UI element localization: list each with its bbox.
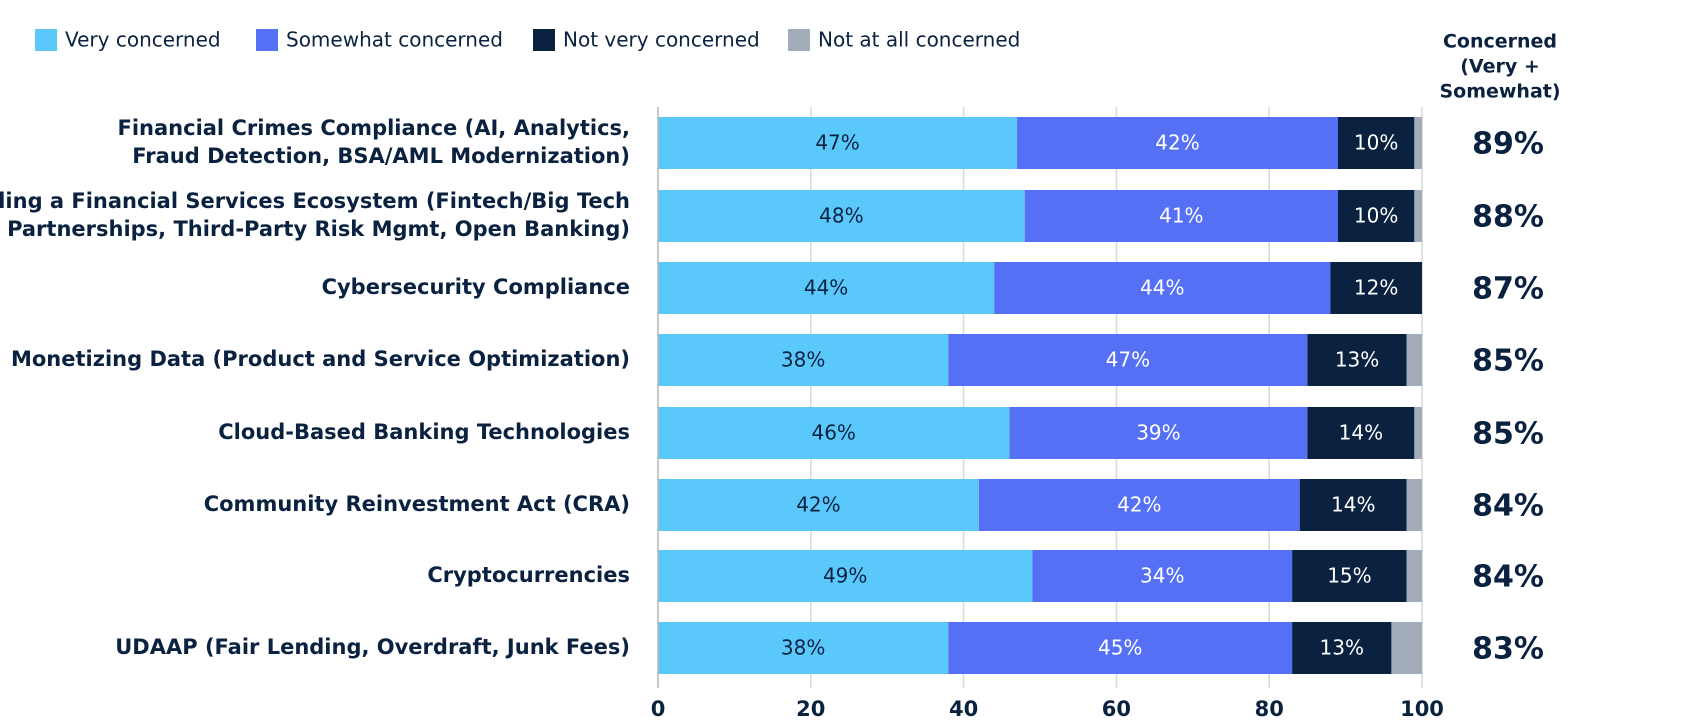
concerned-value: 83% (1472, 632, 1544, 667)
bar-segment (1330, 262, 1422, 314)
category-label-line: Cybersecurity Compliance (322, 275, 630, 299)
bar-segment (1406, 334, 1422, 386)
bar-segment (658, 479, 979, 531)
bar-segment (1406, 550, 1422, 602)
x-tick-label: 40 (949, 697, 978, 721)
data-label: 44% (804, 276, 848, 300)
data-label: 42% (1155, 131, 1199, 155)
data-label: 12% (1354, 276, 1398, 300)
category-label: Community Reinvestment Act (CRA) (204, 492, 630, 516)
concerned-title: (Very + (1460, 56, 1540, 78)
bar-segment (1307, 407, 1415, 459)
legend-label: Very concerned (65, 28, 221, 52)
bar-segment (1032, 550, 1293, 602)
x-tick-label: 80 (1255, 697, 1284, 721)
x-tick-label: 0 (651, 697, 666, 721)
category-label-line: Partnerships, Third-Party Risk Mgmt, Ope… (7, 217, 630, 241)
bar-segment (948, 334, 1308, 386)
bar-segment (1292, 622, 1392, 674)
data-label: 15% (1327, 564, 1371, 588)
data-label: 14% (1339, 421, 1383, 445)
data-label: 41% (1159, 204, 1203, 228)
bar-segment (658, 117, 1018, 169)
concerned-value: 85% (1472, 344, 1544, 379)
bar-segment (1017, 117, 1338, 169)
bar-segment (1307, 334, 1407, 386)
bar-segment (1414, 117, 1422, 169)
legend-swatch (256, 29, 278, 51)
bar-segment (994, 262, 1331, 314)
concerned-value: 85% (1472, 417, 1544, 452)
data-label: 47% (815, 131, 859, 155)
concerned-value: 84% (1472, 489, 1544, 524)
bar-segment (1292, 550, 1407, 602)
category-label: Monetizing Data (Product and Service Opt… (11, 347, 630, 371)
data-label: 44% (1140, 276, 1184, 300)
bar-segment (1406, 479, 1422, 531)
legend-label: Not very concerned (563, 28, 760, 52)
legend-swatch (35, 29, 57, 51)
data-label: 42% (1117, 493, 1161, 517)
x-tick-label: 100 (1400, 697, 1444, 721)
bar-segment (1299, 479, 1407, 531)
bar-segment (1009, 407, 1308, 459)
data-label: 10% (1354, 131, 1398, 155)
category-label-line: Fraud Detection, BSA/AML Modernization) (132, 144, 630, 168)
category-label-line: Cryptocurrencies (427, 563, 630, 587)
data-label: 34% (1140, 564, 1184, 588)
category-label-line: Monetizing Data (Product and Service Opt… (11, 347, 630, 371)
bar-segment (1337, 190, 1415, 242)
bar-segment (658, 407, 1010, 459)
category-label-line: Community Reinvestment Act (CRA) (204, 492, 630, 516)
concerned-value: 87% (1472, 272, 1544, 307)
concerned-value: 89% (1472, 127, 1544, 162)
category-label: UDAAP (Fair Lending, Overdraft, Junk Fee… (115, 635, 630, 659)
bar-segment (658, 550, 1033, 602)
concerned-title: Concerned (1443, 31, 1557, 53)
category-label: Cryptocurrencies (427, 563, 630, 587)
legend-swatch (533, 29, 555, 51)
data-label: 38% (781, 636, 825, 660)
bar-segment (1337, 117, 1415, 169)
concerned-value: 88% (1472, 200, 1544, 235)
data-label: 42% (796, 493, 840, 517)
data-label: 47% (1106, 348, 1150, 372)
bar-segment (658, 622, 949, 674)
category-label: Building a Financial Services Ecosystem … (0, 189, 630, 241)
category-label: Cloud-Based Banking Technologies (218, 420, 630, 444)
legend-label: Somewhat concerned (286, 28, 503, 52)
category-label: Financial Crimes Compliance (AI, Analyti… (118, 116, 631, 168)
data-label: 49% (823, 564, 867, 588)
data-label: 14% (1331, 493, 1375, 517)
bar-segment (658, 190, 1025, 242)
data-label: 13% (1320, 636, 1364, 660)
data-label: 39% (1136, 421, 1180, 445)
category-label-line: Financial Crimes Compliance (AI, Analyti… (118, 116, 631, 140)
concerned-value: 84% (1472, 560, 1544, 595)
bar-segment (1414, 190, 1422, 242)
concerned-title: Somewhat) (1439, 81, 1560, 103)
bar-segment (1024, 190, 1338, 242)
category-label-line: Building a Financial Services Ecosystem … (0, 189, 630, 213)
data-label: 48% (819, 204, 863, 228)
x-tick-label: 20 (796, 697, 825, 721)
bar-segment (978, 479, 1300, 531)
category-label-line: UDAAP (Fair Lending, Overdraft, Junk Fee… (115, 635, 630, 659)
legend-swatch (788, 29, 810, 51)
data-label: 45% (1098, 636, 1142, 660)
legend-label: Not at all concerned (818, 28, 1020, 52)
bar-segment (658, 262, 995, 314)
bar-segment (948, 622, 1293, 674)
bar-segment (1414, 407, 1422, 459)
bar-segment (1391, 622, 1422, 674)
x-tick-label: 60 (1102, 697, 1131, 721)
category-label-line: Cloud-Based Banking Technologies (218, 420, 630, 444)
data-label: 38% (781, 348, 825, 372)
data-label: 13% (1335, 348, 1379, 372)
data-label: 46% (811, 421, 855, 445)
data-label: 10% (1354, 204, 1398, 228)
category-label: Cybersecurity Compliance (322, 275, 630, 299)
bar-segment (658, 334, 949, 386)
